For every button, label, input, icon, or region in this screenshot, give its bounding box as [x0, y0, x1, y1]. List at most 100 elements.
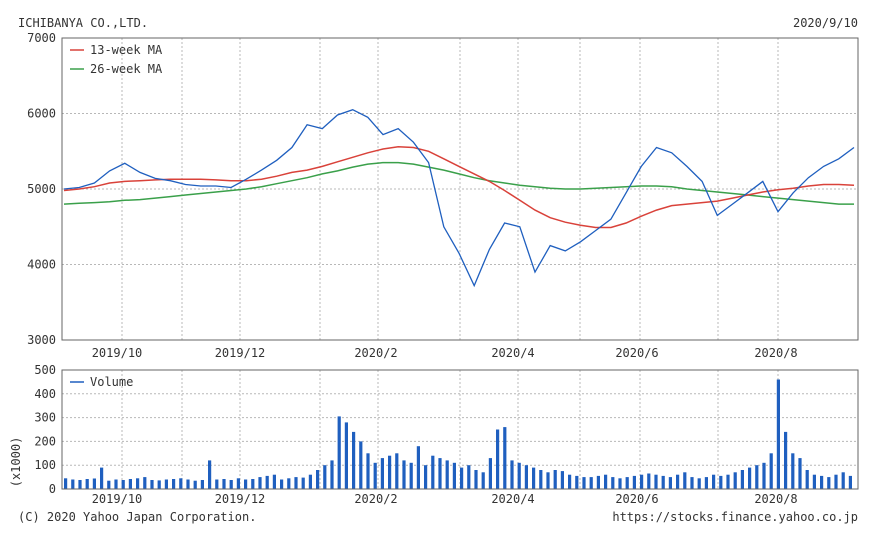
volume-x-tick-label: 2020/8: [754, 492, 797, 506]
volume-bar: [532, 467, 536, 489]
volume-bar: [719, 475, 723, 489]
volume-bar: [150, 480, 154, 489]
volume-bar: [481, 472, 485, 489]
volume-y-label: (x1000): [9, 437, 23, 488]
volume-bar: [596, 475, 600, 489]
volume-bar: [474, 470, 478, 489]
volume-grid: [62, 370, 858, 489]
volume-bar: [373, 462, 377, 489]
volume-bar: [301, 477, 305, 489]
price-grid: [62, 38, 858, 340]
volume-bar: [553, 470, 557, 489]
volume-bar: [452, 462, 456, 489]
price-y-tick-label: 5000: [27, 182, 56, 196]
volume-bar: [798, 458, 802, 489]
volume-bar: [740, 470, 744, 489]
volume-bar: [85, 479, 89, 489]
volume-bar: [186, 479, 190, 489]
volume-bar: [244, 479, 248, 489]
price-panel-frame: [61, 37, 859, 341]
price-y-axis: 3000 4000 5000 6000 7000: [27, 31, 56, 347]
volume-bar: [395, 453, 399, 489]
volume-bar: [488, 458, 492, 489]
volume-bar: [762, 462, 766, 489]
volume-bar: [128, 479, 132, 489]
volume-bar: [510, 460, 514, 489]
volume-bar: [748, 467, 752, 489]
volume-bar: [193, 480, 197, 489]
volume-bar: [575, 475, 579, 489]
volume-bar: [337, 416, 341, 489]
volume-y-tick-label: 200: [34, 434, 56, 448]
volume-bar: [618, 478, 622, 489]
volume-bar: [539, 470, 543, 489]
volume-bar: [316, 470, 320, 489]
volume-bar: [200, 480, 204, 489]
volume-bar: [64, 478, 68, 489]
volume-bar: [136, 478, 140, 489]
volume-bar: [503, 427, 507, 489]
volume-bar: [157, 480, 161, 489]
volume-bar: [265, 475, 269, 489]
volume-bar: [107, 480, 111, 489]
price-x-tick-label: 2019/10: [92, 346, 143, 360]
chart-date: 2020/9/10: [793, 16, 858, 30]
volume-bar: [272, 474, 276, 489]
volume-bar: [654, 474, 658, 489]
ma26-line: [63, 161, 854, 205]
volume-bar: [697, 478, 701, 489]
volume-bar: [812, 474, 816, 489]
volume-bar: [589, 477, 593, 489]
volume-bar: [668, 477, 672, 489]
volume-bar: [438, 458, 442, 489]
volume-bar: [776, 379, 780, 489]
volume-bar: [215, 479, 219, 489]
volume-bar: [625, 477, 629, 489]
volume-bar: [352, 431, 356, 489]
volume-x-tick-label: 2019/12: [215, 492, 266, 506]
volume-bar: [827, 477, 831, 489]
volume-bar: [71, 479, 75, 489]
volume-y-tick-label: 500: [34, 363, 56, 377]
price-x-tick-label: 2019/12: [215, 346, 266, 360]
volume-bar: [409, 462, 413, 489]
volume-bar: [647, 473, 651, 489]
legend-volume-label: Volume: [90, 375, 133, 389]
volume-bar: [179, 478, 183, 489]
price-x-tick-label: 2020/4: [491, 346, 534, 360]
volume-bar: [236, 478, 240, 489]
volume-bar: [416, 446, 420, 489]
volume-bar: [676, 474, 680, 489]
volume-bar: [805, 470, 809, 489]
volume-bar: [143, 477, 147, 489]
volume-bar: [287, 478, 291, 489]
price-x-tick-label: 2020/2: [354, 346, 397, 360]
volume-bar: [690, 477, 694, 489]
volume-bar: [820, 475, 824, 489]
volume-bar: [208, 460, 212, 489]
volume-bar: [424, 465, 428, 489]
price-series: [63, 108, 855, 288]
volume-bar: [604, 474, 608, 489]
volume-y-tick-label: 0: [49, 482, 56, 496]
volume-bar: [460, 467, 464, 489]
volume-bar: [78, 480, 82, 489]
volume-bar: [582, 477, 586, 489]
volume-bar: [258, 477, 262, 489]
price-y-tick-label: 6000: [27, 107, 56, 121]
volume-bar: [683, 472, 687, 489]
legend-ma26-label: 26-week MA: [90, 62, 163, 76]
volume-bar: [467, 465, 471, 489]
volume-bar: [611, 477, 615, 489]
volume-bar: [114, 479, 118, 489]
price-x-axis: 2019/10 2019/12 2020/2 2020/4 2020/6 2020/8: [92, 346, 798, 360]
volume-bar: [560, 471, 564, 489]
volume-x-tick-label: 2020/2: [354, 492, 397, 506]
volume-bar: [632, 475, 636, 489]
volume-bar: [121, 480, 125, 489]
volume-bar: [222, 479, 226, 489]
volume-x-tick-label: 2020/6: [615, 492, 658, 506]
volume-bar: [402, 460, 406, 489]
volume-bar: [661, 475, 665, 489]
